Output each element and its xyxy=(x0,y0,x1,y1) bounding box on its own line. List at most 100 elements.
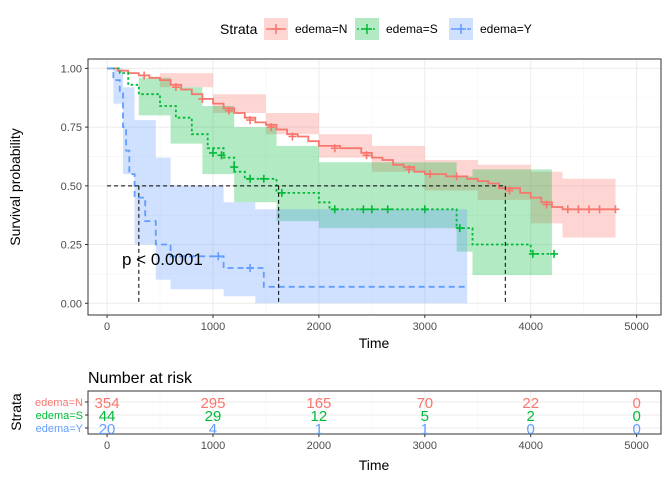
risk-value-edema-y: 1 xyxy=(421,421,429,438)
plot-background xyxy=(88,59,661,315)
censor-mark-edema-n xyxy=(563,205,572,214)
censor-mark-edema-n xyxy=(542,200,551,209)
risk-table-numbers: 354 295 165 70 22 044 29 12 5 2 020 4 1 1 0 0 xyxy=(95,395,641,438)
censor-mark-edema-n xyxy=(404,165,413,174)
risk-value-edema-n: 70 xyxy=(416,395,433,412)
risk-value-edema-n: 354 xyxy=(95,395,120,412)
censor-mark-edema-s xyxy=(230,163,239,172)
risk-value-edema-y: 20 xyxy=(99,421,116,438)
risk-x-tick-label: 0 xyxy=(104,440,110,452)
risk-row-label-edema-n: edema=N xyxy=(35,397,83,409)
censor-mark-edema-s xyxy=(383,205,392,214)
censor-mark-edema-s xyxy=(455,224,464,233)
legend-item-edema-s: edema=S xyxy=(355,18,438,40)
risk-value-edema-s: 2 xyxy=(527,408,535,425)
x-axis-ticks: 0 1000 2000 3000 4000 5000 xyxy=(104,315,649,333)
censor-mark-edema-n xyxy=(224,106,233,115)
risk-row-label-edema-y: edema=Y xyxy=(36,423,84,435)
risk-table-x-title: Time xyxy=(359,457,390,473)
legend-item-edema-y: edema=Y xyxy=(449,18,532,40)
risk-table-title: Number at risk xyxy=(88,370,193,387)
p-value-label: p < 0.0001 xyxy=(122,250,203,269)
risk-x-tick-label: 3000 xyxy=(413,440,437,452)
risk-value-edema-n: 22 xyxy=(522,395,539,412)
legend-label-edema-n: edema=N xyxy=(295,22,347,36)
censor-mark-edema-n xyxy=(140,71,149,80)
survival-curves xyxy=(107,67,616,288)
survival-curve-edema-n xyxy=(107,67,616,211)
risk-value-edema-y: 0 xyxy=(527,421,535,438)
x-tick-label: 4000 xyxy=(518,321,542,333)
risk-table-y-title: Strata xyxy=(8,393,24,431)
censor-mark-edema-s xyxy=(330,205,339,214)
risk-table-x-ticks: 0 1000 2000 3000 4000 5000 xyxy=(104,434,649,452)
risk-value-edema-s: 29 xyxy=(205,408,222,425)
censor-mark-edema-n xyxy=(595,205,604,214)
y-tick-label: 1.00 xyxy=(61,63,82,75)
censor-mark-edema-y xyxy=(214,252,223,261)
censor-marks xyxy=(140,71,620,273)
censor-mark-edema-n xyxy=(267,123,276,132)
censor-mark-edema-y xyxy=(246,264,255,273)
risk-row-label-edema-s: edema=S xyxy=(36,410,83,422)
censor-mark-edema-n xyxy=(611,205,620,214)
risk-value-edema-s: 12 xyxy=(311,408,328,425)
legend: Strata edema=N edema=S edema=Y xyxy=(220,18,532,40)
censor-mark-edema-s xyxy=(217,151,226,160)
risk-table-grid xyxy=(88,391,661,434)
risk-x-tick-label: 2000 xyxy=(307,440,331,452)
y-tick-label: 0.25 xyxy=(61,240,82,252)
censor-mark-edema-n xyxy=(584,205,593,214)
risk-value-edema-n: 165 xyxy=(306,395,331,412)
legend-label-edema-y: edema=Y xyxy=(480,22,532,36)
main-panel-border xyxy=(87,58,662,316)
y-tick-label: 0.50 xyxy=(61,181,82,193)
y-tick-label: 0.00 xyxy=(61,298,82,310)
x-tick-label: 5000 xyxy=(624,321,648,333)
risk-value-edema-y: 0 xyxy=(632,421,640,438)
risk-value-edema-s: 44 xyxy=(99,408,116,425)
y-axis-ticks: 0.00 0.25 0.50 0.75 1.00 xyxy=(61,63,88,310)
censor-mark-edema-n xyxy=(246,116,255,125)
y-tick-label: 0.75 xyxy=(61,122,82,134)
censor-mark-edema-s xyxy=(246,174,255,183)
survival-curve-edema-s xyxy=(107,67,552,255)
censor-mark-edema-n xyxy=(574,205,583,214)
survival-curve-edema-y xyxy=(107,67,468,288)
risk-x-tick-label: 5000 xyxy=(624,440,648,452)
x-axis-title: Time xyxy=(359,335,390,351)
legend-label-edema-s: edema=S xyxy=(386,22,438,36)
risk-value-edema-n: 295 xyxy=(200,395,225,412)
x-tick-label: 2000 xyxy=(307,321,331,333)
censor-mark-edema-s xyxy=(528,249,537,258)
censor-mark-edema-n xyxy=(171,83,180,92)
censor-mark-edema-s xyxy=(550,249,559,258)
median-lines xyxy=(107,185,506,304)
risk-table-border xyxy=(87,390,662,435)
risk-value-edema-s: 5 xyxy=(421,408,429,425)
legend-item-edema-n: edema=N xyxy=(264,18,347,40)
censor-mark-edema-n xyxy=(362,151,371,160)
legend-title: Strata xyxy=(220,21,258,37)
censor-mark-edema-s xyxy=(359,205,368,214)
x-tick-label: 1000 xyxy=(201,321,225,333)
censor-mark-edema-n xyxy=(330,144,339,153)
censor-mark-edema-s xyxy=(367,205,376,214)
risk-value-edema-y: 1 xyxy=(315,421,323,438)
x-tick-label: 3000 xyxy=(413,321,437,333)
y-axis-title: Survival probability xyxy=(7,128,23,246)
censor-mark-edema-n xyxy=(426,170,435,179)
censor-mark-edema-s xyxy=(277,188,286,197)
risk-x-tick-label: 4000 xyxy=(518,440,542,452)
censor-mark-edema-s xyxy=(259,174,268,183)
risk-value-edema-n: 0 xyxy=(632,395,640,412)
risk-x-tick-label: 1000 xyxy=(201,440,225,452)
censor-mark-edema-s xyxy=(420,205,429,214)
confidence-band-edema-s xyxy=(107,68,552,276)
censor-mark-edema-n xyxy=(288,132,297,141)
censor-mark-edema-n xyxy=(505,186,514,195)
x-tick-label: 0 xyxy=(104,321,110,333)
censor-mark-edema-n xyxy=(198,94,207,103)
